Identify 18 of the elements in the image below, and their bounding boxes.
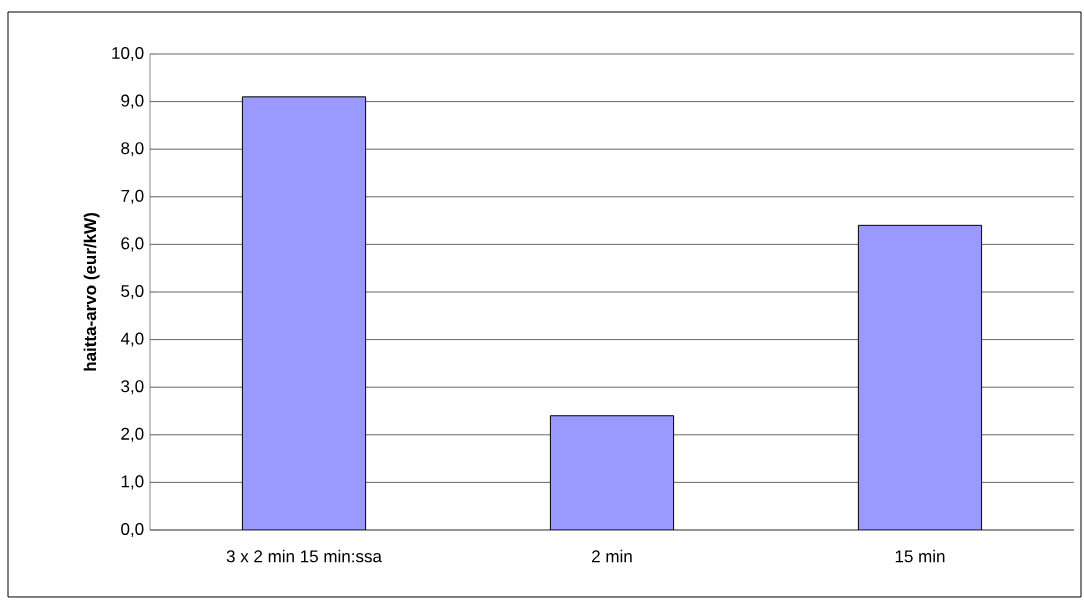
y-tick-label: 6,0 [121,237,144,252]
y-tick-label: 0,0 [121,522,144,538]
y-tick-label: 1,0 [121,475,144,490]
y-tick-label: 2,0 [121,427,144,442]
y-tick-label: 3,0 [121,380,144,395]
bar [857,224,983,530]
y-axis-title: haitta-arvo (eur/kW) [83,213,100,371]
y-tick-label: 8,0 [121,142,144,157]
y-tick-label: 7,0 [121,189,144,204]
bar [241,96,367,530]
x-tick-label: 3 x 2 min 15 min:ssa [226,549,382,563]
x-tick-label: 2 min [592,549,632,563]
y-tick-label: 10,0 [112,46,144,62]
bar [549,415,675,530]
y-tick-label: 9,0 [121,94,144,109]
y-tick-label: 5,0 [121,284,144,300]
y-tick-label: 4,0 [120,332,144,347]
x-tick-label: 15 min [895,549,945,563]
